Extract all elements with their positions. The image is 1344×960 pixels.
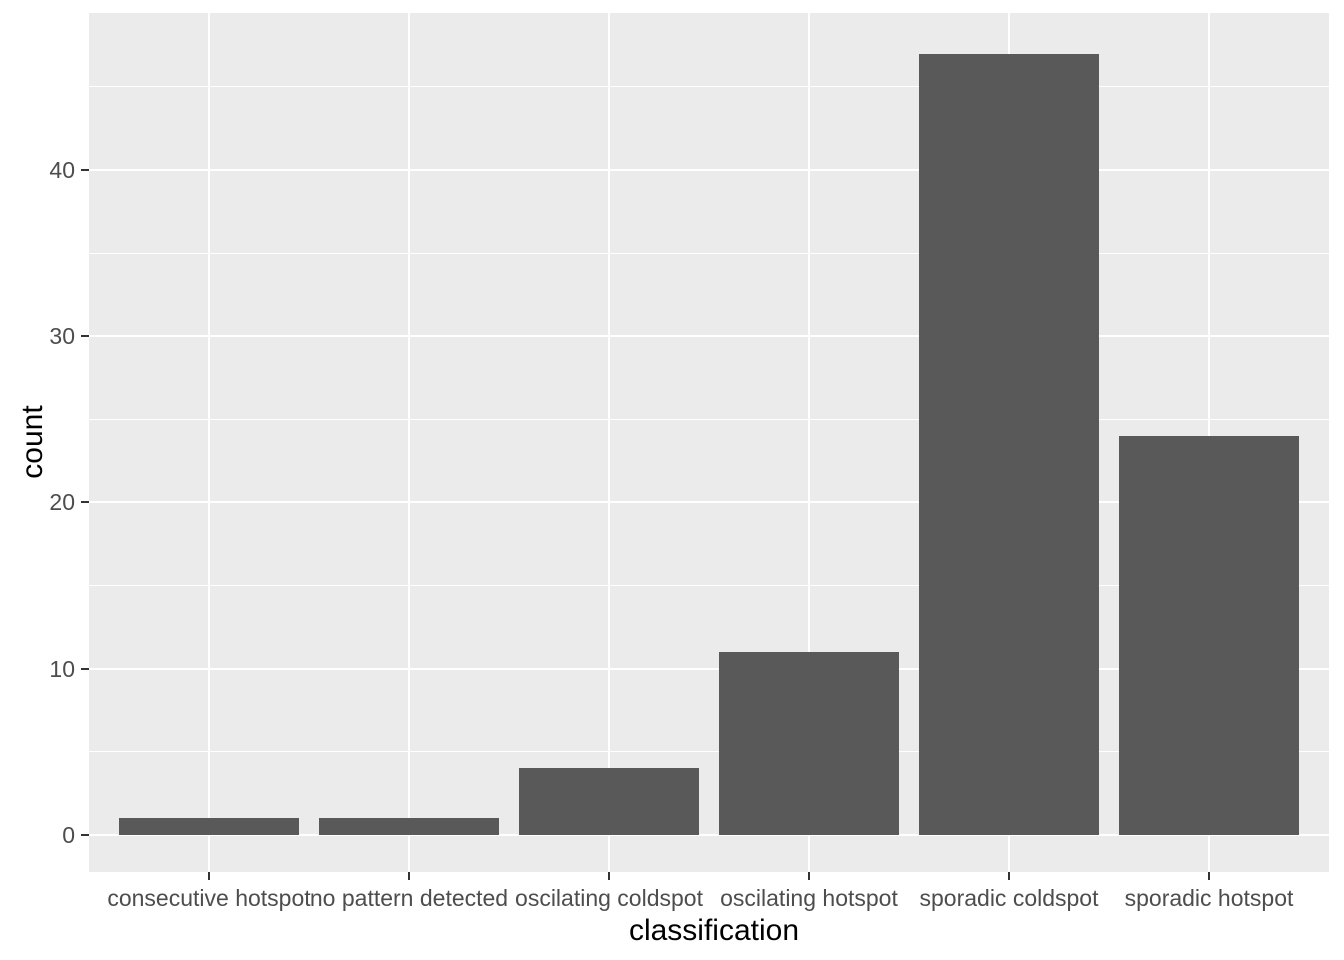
x-tick-mark-sporadic-coldspot xyxy=(1008,872,1010,880)
x-tick-label-oscilating-coldspot: oscilating coldspot xyxy=(515,885,703,911)
gridline-minor-y-45 xyxy=(89,86,1329,88)
y-tick-mark-20 xyxy=(81,501,89,504)
y-tick-label-40: 40 xyxy=(49,156,75,183)
gridline-major-y-0 xyxy=(89,833,1329,836)
x-tick-label-sporadic-coldspot: sporadic coldspot xyxy=(919,885,1099,911)
x-tick-label-oscilating-hotspot: oscilating hotspot xyxy=(720,885,898,911)
x-tick-mark-sporadic-hotspot xyxy=(1208,872,1210,880)
bar-sporadic-coldspot xyxy=(919,53,1099,835)
x-axis-title: classification xyxy=(628,914,800,947)
gridline-major-y-10 xyxy=(89,667,1329,670)
gridline-major-x-oscilating-coldspot xyxy=(608,13,610,872)
x-tick-mark-oscilating-coldspot xyxy=(608,872,610,880)
gridline-major-x-consecutive-hotspot xyxy=(208,13,210,872)
x-tick-mark-consecutive-hotspot xyxy=(208,872,210,880)
gridline-minor-y-25 xyxy=(89,418,1329,420)
bar-no-pattern-detected xyxy=(319,818,499,835)
y-tick-mark-10 xyxy=(81,667,89,670)
x-tick-label-consecutive-hotspot: consecutive hotspot xyxy=(107,885,311,911)
y-tick-label-20: 20 xyxy=(49,489,75,516)
x-tick-label-no-pattern-detected: no pattern detected xyxy=(309,885,509,911)
x-tick-label-sporadic-hotspot: sporadic hotspot xyxy=(1124,885,1294,911)
y-axis-title: count xyxy=(16,405,49,479)
bar-consecutive-hotspot xyxy=(119,818,299,835)
y-tick-mark-30 xyxy=(81,335,89,338)
y-tick-mark-40 xyxy=(81,168,89,171)
gridline-major-y-20 xyxy=(89,501,1329,504)
gridline-major-y-40 xyxy=(89,168,1329,171)
gridline-major-x-no-pattern-detected xyxy=(408,13,410,872)
y-tick-label-10: 10 xyxy=(49,655,75,682)
x-tick-mark-no-pattern-detected xyxy=(408,872,410,880)
plot-panel xyxy=(89,13,1329,872)
gridline-minor-y-35 xyxy=(89,252,1329,254)
gridline-major-y-30 xyxy=(89,335,1329,338)
y-tick-label-30: 30 xyxy=(49,323,75,350)
y-tick-label-0: 0 xyxy=(62,821,75,848)
bar-sporadic-hotspot xyxy=(1119,435,1299,835)
gridline-minor-y-5 xyxy=(89,751,1329,753)
gridline-major-x-oscilating-hotspot xyxy=(808,13,810,872)
bar-oscilating-coldspot xyxy=(519,768,699,835)
gridline-minor-y-15 xyxy=(89,585,1329,587)
y-tick-mark-0 xyxy=(81,833,89,836)
bar-oscilating-hotspot xyxy=(719,652,899,835)
x-tick-mark-oscilating-hotspot xyxy=(808,872,810,880)
